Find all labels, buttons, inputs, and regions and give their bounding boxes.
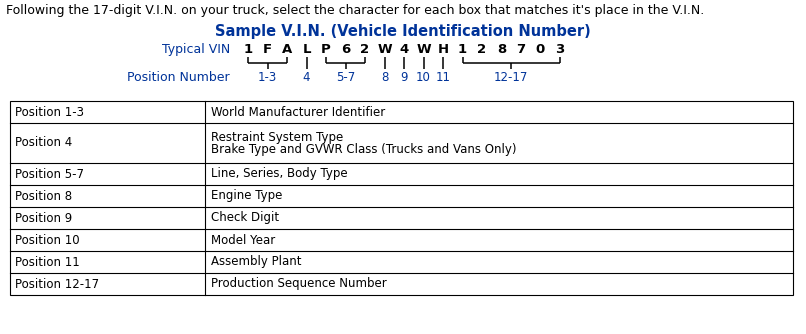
Text: Brake Type and GVWR Class (Trucks and Vans Only): Brake Type and GVWR Class (Trucks and Va… — [211, 143, 517, 156]
Text: 10: 10 — [416, 71, 431, 84]
Text: 6: 6 — [341, 43, 350, 56]
Text: Engine Type: Engine Type — [211, 189, 282, 202]
Text: Production Sequence Number: Production Sequence Number — [211, 278, 387, 291]
Text: 4: 4 — [303, 71, 310, 84]
Text: Model Year: Model Year — [211, 233, 276, 246]
Text: 2: 2 — [360, 43, 370, 56]
Text: Position 9: Position 9 — [15, 211, 73, 224]
Text: Check Digit: Check Digit — [211, 211, 279, 224]
Text: Position Number: Position Number — [127, 71, 230, 84]
Text: L: L — [302, 43, 311, 56]
Text: Position 1-3: Position 1-3 — [15, 106, 84, 119]
Text: P: P — [321, 43, 331, 56]
Text: Line, Series, Body Type: Line, Series, Body Type — [211, 167, 347, 180]
Text: 8: 8 — [380, 71, 388, 84]
Text: Position 5-7: Position 5-7 — [15, 167, 84, 180]
Text: 5-7: 5-7 — [336, 71, 355, 84]
Text: Position 4: Position 4 — [15, 137, 73, 150]
Text: Following the 17-digit V.I.N. on your truck, select the character for each box t: Following the 17-digit V.I.N. on your tr… — [6, 4, 704, 17]
Text: H: H — [438, 43, 449, 56]
Text: A: A — [282, 43, 292, 56]
Text: 1-3: 1-3 — [258, 71, 277, 84]
Text: 1: 1 — [243, 43, 252, 56]
Text: W: W — [377, 43, 392, 56]
Text: 12-17: 12-17 — [494, 71, 529, 84]
Text: 8: 8 — [496, 43, 506, 56]
Text: World Manufacturer Identifier: World Manufacturer Identifier — [211, 106, 385, 119]
Text: 7: 7 — [517, 43, 526, 56]
Text: Position 11: Position 11 — [15, 256, 80, 269]
Text: 0: 0 — [536, 43, 545, 56]
Text: Position 8: Position 8 — [15, 189, 72, 202]
Text: W: W — [416, 43, 431, 56]
Text: Position 10: Position 10 — [15, 233, 80, 246]
Bar — [10, 101, 793, 295]
Text: 3: 3 — [555, 43, 565, 56]
Text: Restraint System Type: Restraint System Type — [211, 131, 343, 144]
Text: 2: 2 — [477, 43, 487, 56]
Text: F: F — [263, 43, 272, 56]
Text: Sample V.I.N. (Vehicle Identification Number): Sample V.I.N. (Vehicle Identification Nu… — [215, 24, 591, 39]
Text: 1: 1 — [458, 43, 467, 56]
Text: Typical VIN: Typical VIN — [162, 43, 230, 56]
Text: 11: 11 — [435, 71, 451, 84]
Text: Position 12-17: Position 12-17 — [15, 278, 99, 291]
Text: Assembly Plant: Assembly Plant — [211, 256, 301, 269]
Text: 9: 9 — [401, 71, 408, 84]
Text: 4: 4 — [400, 43, 409, 56]
